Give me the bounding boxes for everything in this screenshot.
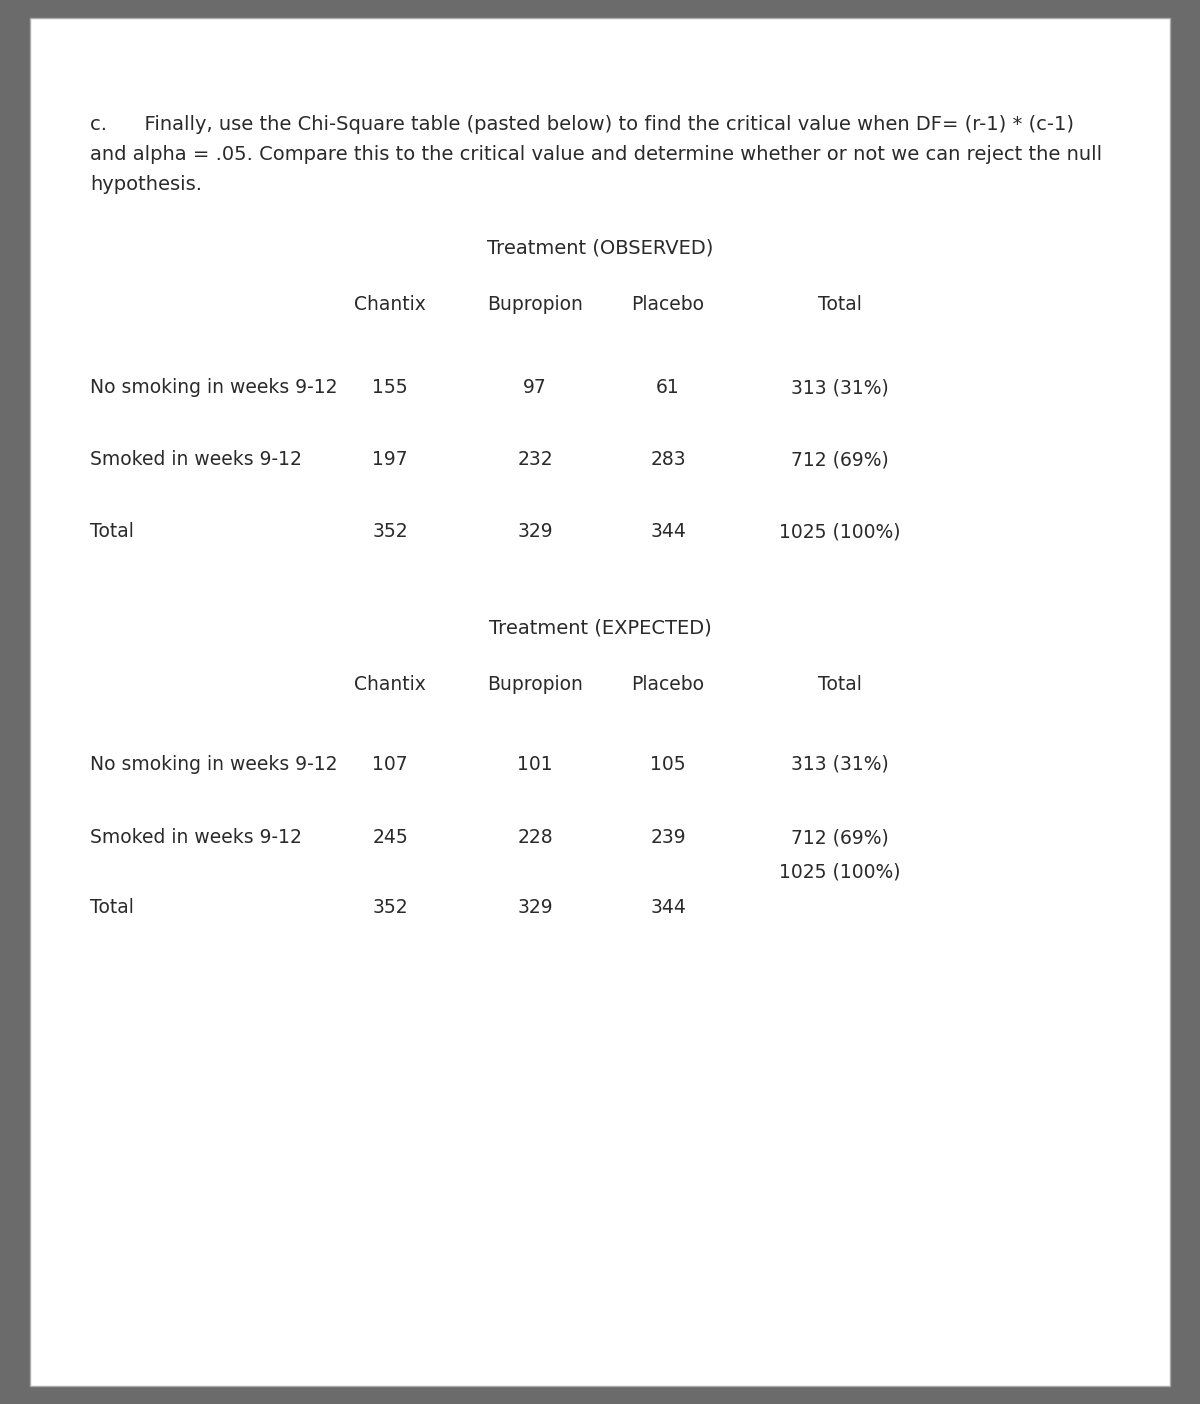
Text: 228: 228 bbox=[517, 828, 553, 847]
Text: No smoking in weeks 9-12: No smoking in weeks 9-12 bbox=[90, 378, 337, 397]
Text: 97: 97 bbox=[523, 378, 547, 397]
Text: 352: 352 bbox=[372, 899, 408, 917]
Text: 344: 344 bbox=[650, 522, 686, 541]
Text: No smoking in weeks 9-12: No smoking in weeks 9-12 bbox=[90, 755, 337, 774]
Text: 239: 239 bbox=[650, 828, 686, 847]
Text: c.      Finally, use the Chi-Square table (pasted below) to find the critical va: c. Finally, use the Chi-Square table (pa… bbox=[90, 115, 1074, 133]
Text: Smoked in weeks 9-12: Smoked in weeks 9-12 bbox=[90, 451, 302, 469]
Text: 197: 197 bbox=[372, 451, 408, 469]
Text: Treatment (OBSERVED): Treatment (OBSERVED) bbox=[487, 239, 713, 257]
Text: 329: 329 bbox=[517, 899, 553, 917]
Text: Bupropion: Bupropion bbox=[487, 295, 583, 314]
Text: 283: 283 bbox=[650, 451, 686, 469]
Text: 61: 61 bbox=[656, 378, 680, 397]
Text: Chantix: Chantix bbox=[354, 295, 426, 314]
Text: Total: Total bbox=[90, 522, 134, 541]
Text: Bupropion: Bupropion bbox=[487, 675, 583, 694]
Text: 344: 344 bbox=[650, 899, 686, 917]
Text: Total: Total bbox=[818, 295, 862, 314]
Text: hypothesis.: hypothesis. bbox=[90, 176, 202, 194]
Text: 245: 245 bbox=[372, 828, 408, 847]
Text: Placebo: Placebo bbox=[631, 295, 704, 314]
Text: Total: Total bbox=[818, 675, 862, 694]
Text: Treatment (EXPECTED): Treatment (EXPECTED) bbox=[488, 618, 712, 637]
Text: 313 (31%): 313 (31%) bbox=[791, 755, 889, 774]
Text: 313 (31%): 313 (31%) bbox=[791, 378, 889, 397]
Text: 232: 232 bbox=[517, 451, 553, 469]
Text: Chantix: Chantix bbox=[354, 675, 426, 694]
Text: 105: 105 bbox=[650, 755, 686, 774]
Text: 352: 352 bbox=[372, 522, 408, 541]
Text: 1025 (100%): 1025 (100%) bbox=[779, 522, 901, 541]
Text: 107: 107 bbox=[372, 755, 408, 774]
Text: Placebo: Placebo bbox=[631, 675, 704, 694]
Text: 101: 101 bbox=[517, 755, 553, 774]
Text: 1025 (100%): 1025 (100%) bbox=[779, 863, 901, 882]
Text: 712 (69%): 712 (69%) bbox=[791, 828, 889, 847]
Text: Smoked in weeks 9-12: Smoked in weeks 9-12 bbox=[90, 828, 302, 847]
Text: and alpha = .05. Compare this to the critical value and determine whether or not: and alpha = .05. Compare this to the cri… bbox=[90, 145, 1102, 164]
Text: 712 (69%): 712 (69%) bbox=[791, 451, 889, 469]
FancyBboxPatch shape bbox=[30, 18, 1170, 1386]
Text: Total: Total bbox=[90, 899, 134, 917]
Text: 155: 155 bbox=[372, 378, 408, 397]
Text: 329: 329 bbox=[517, 522, 553, 541]
